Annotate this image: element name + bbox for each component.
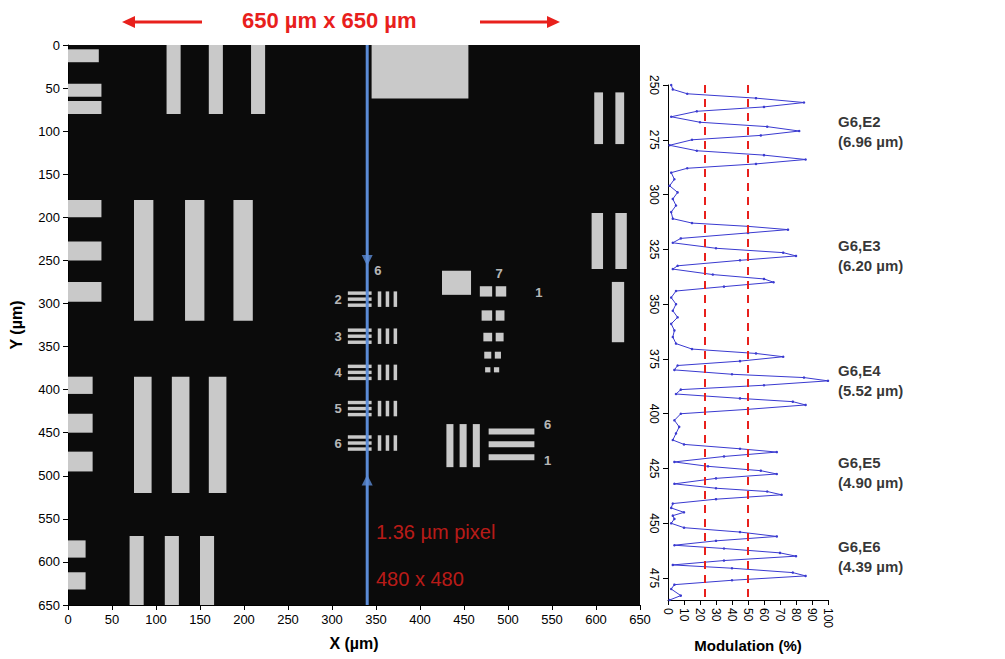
svg-text:3: 3 bbox=[335, 329, 342, 344]
svg-text:Modulation (%): Modulation (%) bbox=[694, 637, 801, 654]
svg-text:500: 500 bbox=[497, 612, 519, 627]
svg-text:90: 90 bbox=[805, 608, 819, 622]
svg-text:375: 375 bbox=[647, 349, 661, 369]
svg-text:70: 70 bbox=[773, 608, 787, 622]
svg-text:200: 200 bbox=[38, 210, 60, 225]
svg-text:200: 200 bbox=[233, 612, 255, 627]
svg-text:400: 400 bbox=[409, 612, 431, 627]
svg-text:Y (µm): Y (µm) bbox=[8, 301, 25, 350]
svg-text:50: 50 bbox=[741, 608, 755, 622]
svg-text:100: 100 bbox=[821, 608, 835, 628]
svg-text:600: 600 bbox=[585, 612, 607, 627]
svg-text:275: 275 bbox=[647, 130, 661, 150]
svg-text:2: 2 bbox=[335, 292, 342, 307]
svg-text:450: 450 bbox=[38, 425, 60, 440]
svg-text:350: 350 bbox=[365, 612, 387, 627]
svg-text:250: 250 bbox=[647, 75, 661, 95]
svg-text:400: 400 bbox=[647, 404, 661, 424]
svg-text:350: 350 bbox=[647, 294, 661, 314]
svg-text:6: 6 bbox=[544, 417, 551, 432]
svg-text:0: 0 bbox=[661, 608, 675, 615]
svg-text:G6,E4: G6,E4 bbox=[838, 362, 881, 379]
svg-text:5: 5 bbox=[335, 401, 342, 416]
svg-text:(4.90 µm): (4.90 µm) bbox=[838, 474, 903, 491]
svg-text:(4.39 µm): (4.39 µm) bbox=[838, 558, 903, 575]
svg-text:100: 100 bbox=[38, 124, 60, 139]
svg-text:50: 50 bbox=[46, 81, 60, 96]
svg-text:425: 425 bbox=[647, 458, 661, 478]
svg-text:80: 80 bbox=[789, 608, 803, 622]
svg-text:4: 4 bbox=[335, 365, 343, 380]
svg-text:30: 30 bbox=[709, 608, 723, 622]
svg-text:250: 250 bbox=[277, 612, 299, 627]
svg-text:1.36 µm pixel: 1.36 µm pixel bbox=[376, 521, 495, 543]
svg-text:G6,E3: G6,E3 bbox=[838, 237, 881, 254]
svg-text:G6,E2: G6,E2 bbox=[838, 113, 881, 130]
svg-text:400: 400 bbox=[38, 382, 60, 397]
svg-text:(5.52 µm): (5.52 µm) bbox=[838, 382, 903, 399]
svg-text:475: 475 bbox=[647, 568, 661, 588]
svg-text:50: 50 bbox=[105, 612, 119, 627]
svg-text:300: 300 bbox=[647, 185, 661, 205]
svg-text:7: 7 bbox=[496, 266, 503, 281]
svg-text:100: 100 bbox=[145, 612, 167, 627]
svg-text:550: 550 bbox=[541, 612, 563, 627]
svg-text:X (µm): X (µm) bbox=[329, 635, 378, 652]
svg-text:600: 600 bbox=[38, 554, 60, 569]
svg-text:300: 300 bbox=[321, 612, 343, 627]
svg-text:G6,E5: G6,E5 bbox=[838, 454, 881, 471]
svg-text:6: 6 bbox=[335, 436, 342, 451]
svg-text:450: 450 bbox=[453, 612, 475, 627]
svg-text:350: 350 bbox=[38, 339, 60, 354]
svg-text:150: 150 bbox=[38, 167, 60, 182]
svg-text:650: 650 bbox=[629, 612, 651, 627]
svg-text:1: 1 bbox=[544, 453, 551, 468]
svg-text:0: 0 bbox=[53, 38, 60, 53]
svg-text:(6.20 µm): (6.20 µm) bbox=[838, 257, 903, 274]
svg-text:650: 650 bbox=[38, 598, 60, 613]
svg-text:325: 325 bbox=[647, 239, 661, 259]
svg-text:550: 550 bbox=[38, 511, 60, 526]
svg-text:250: 250 bbox=[38, 253, 60, 268]
svg-text:150: 150 bbox=[189, 612, 211, 627]
svg-text:6: 6 bbox=[374, 263, 381, 278]
svg-text:G6,E6: G6,E6 bbox=[838, 538, 881, 555]
svg-text:300: 300 bbox=[38, 296, 60, 311]
svg-text:0: 0 bbox=[64, 612, 71, 627]
svg-text:500: 500 bbox=[38, 468, 60, 483]
svg-text:(6.96 µm): (6.96 µm) bbox=[838, 133, 903, 150]
svg-text:650 µm x 650 µm: 650 µm x 650 µm bbox=[242, 8, 417, 33]
svg-text:10: 10 bbox=[677, 608, 691, 622]
svg-text:1: 1 bbox=[535, 285, 542, 300]
svg-text:40: 40 bbox=[725, 608, 739, 622]
svg-text:450: 450 bbox=[647, 513, 661, 533]
svg-text:60: 60 bbox=[757, 608, 771, 622]
svg-text:20: 20 bbox=[693, 608, 707, 622]
svg-text:480 x 480: 480 x 480 bbox=[376, 568, 464, 590]
